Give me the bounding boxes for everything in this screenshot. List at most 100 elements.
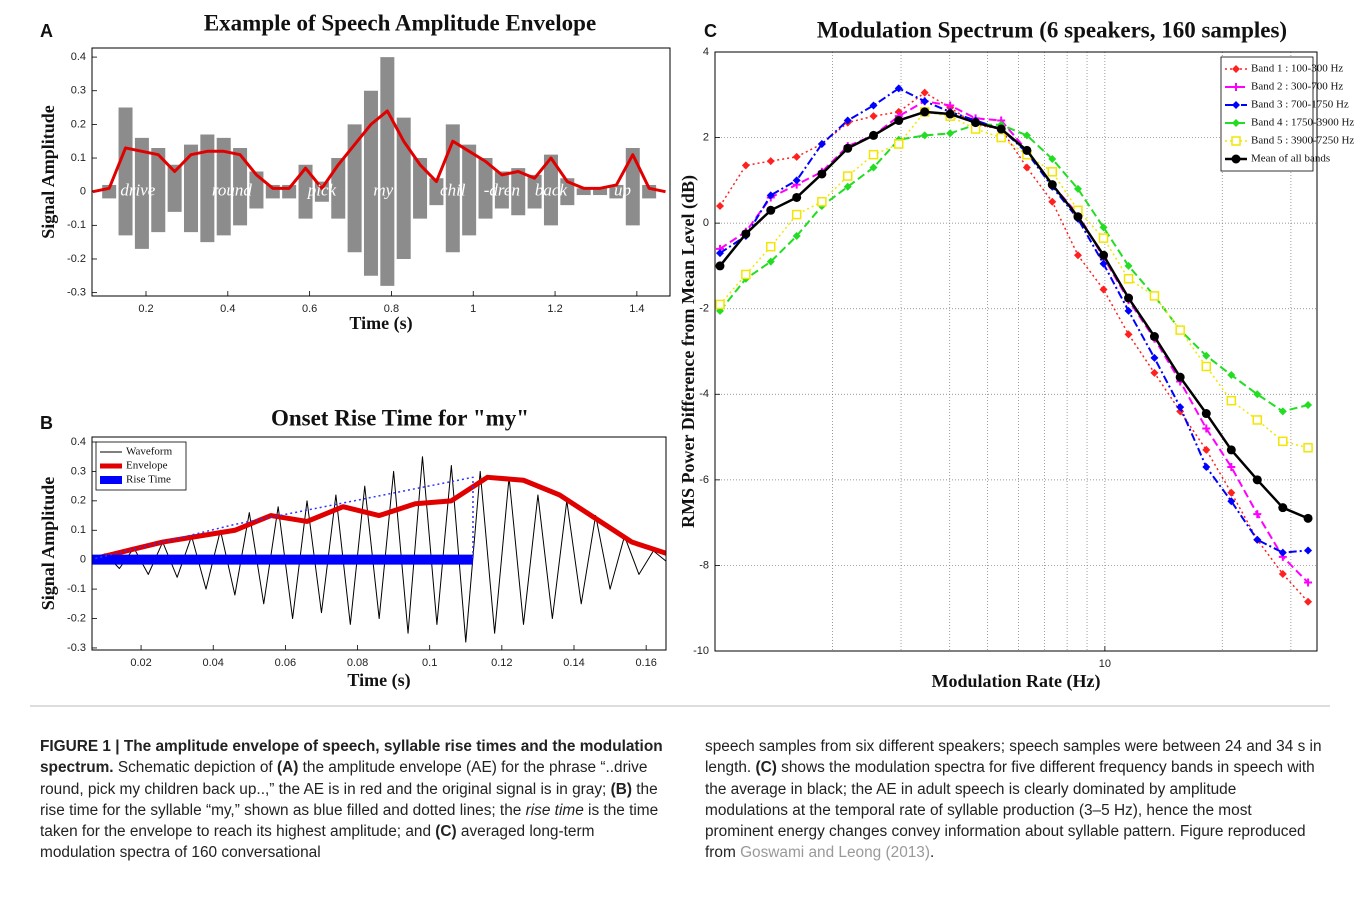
marker [1073, 251, 1082, 260]
x-tick-label: 0.08 [347, 657, 368, 669]
marker [741, 269, 751, 280]
caption-text: (C) [755, 759, 777, 777]
marker [1227, 488, 1236, 497]
marker [1253, 510, 1262, 519]
marker [843, 143, 853, 153]
marker [715, 299, 725, 310]
marker [1150, 368, 1159, 377]
x-tick-label: 0.6 [302, 303, 317, 315]
series-layer [715, 84, 1313, 606]
marker [1175, 325, 1185, 335]
series-line [92, 456, 666, 643]
x-tick-label: 0.04 [203, 657, 224, 669]
y-tick-label: 0.2 [71, 118, 86, 130]
marker [1226, 395, 1237, 406]
plot-area [715, 52, 1317, 651]
marker [920, 131, 929, 140]
y-tick-label: 0 [80, 554, 86, 566]
marker [792, 192, 802, 202]
y-tick-label: -0.1 [67, 583, 86, 595]
marker [920, 97, 929, 106]
x-tick-label: 1.4 [629, 303, 644, 315]
marker [869, 112, 878, 121]
marker [946, 129, 955, 138]
marker [843, 182, 852, 191]
marker [1304, 597, 1313, 606]
series-line [719, 110, 1309, 520]
caption-right: speech samples from six different speake… [705, 736, 1323, 864]
marker [1278, 503, 1288, 513]
plot-frame [714, 51, 1318, 652]
marker [869, 101, 878, 110]
marker [1022, 163, 1031, 172]
caption-text: rise time [525, 801, 584, 819]
legend-box [1220, 56, 1314, 172]
marker [715, 261, 725, 271]
marker [1048, 154, 1057, 163]
caption-text: (B) [610, 780, 632, 798]
y-tick-label: -8 [699, 559, 709, 571]
x-tick-label: 0.16 [635, 657, 656, 669]
marker [1098, 233, 1109, 243]
x-tick-label: 0.12 [491, 657, 512, 669]
x-tick-label: 0.2 [138, 303, 153, 315]
marker [1202, 351, 1211, 360]
marker [1123, 274, 1134, 284]
marker [1226, 445, 1236, 455]
y-tick-label: 2 [703, 131, 709, 143]
marker [1176, 403, 1185, 412]
marker [996, 132, 1006, 143]
marker [842, 171, 853, 181]
y-tick-label: 0 [703, 217, 709, 229]
marker [1232, 65, 1240, 73]
series-line [719, 91, 1309, 603]
marker [1022, 131, 1031, 140]
marker [894, 115, 904, 125]
y-axis-label: RMS Power Difference from Mean Level (dB… [678, 175, 699, 528]
caption-text: speech samples from six different speake… [705, 738, 1322, 777]
marker [996, 124, 1006, 134]
legend-label: Band 2 : 300-700 Hz [1251, 81, 1343, 93]
caption-left: FIGURE 1 | The amplitude envelope of spe… [40, 736, 668, 864]
marker [843, 116, 852, 125]
marker [1124, 306, 1133, 315]
marker [1047, 167, 1058, 177]
caption-link[interactable]: Goswami and Leong (2013) [740, 844, 930, 862]
marker [1278, 569, 1287, 578]
marker [920, 107, 930, 117]
syllable-label: pick [307, 181, 337, 200]
marker [1022, 145, 1032, 155]
panel-letter: C [704, 21, 717, 41]
marker [817, 169, 827, 179]
x-tick-label: 0.8 [384, 303, 399, 315]
marker [1231, 136, 1241, 146]
marker [1202, 445, 1211, 454]
x-tick-label: 0.14 [563, 657, 584, 669]
syllable-label: up [614, 181, 631, 200]
caption-text: the rise time for the syllable “my,” sho… [40, 780, 658, 819]
caption-text: averaged long-term modulation spectra of… [40, 823, 595, 862]
marker [1202, 463, 1211, 472]
panel-letter: B [40, 413, 53, 433]
series-layer [92, 456, 666, 643]
series-layer [92, 57, 666, 286]
marker [1253, 535, 1262, 544]
marker [1253, 390, 1262, 399]
y-tick-label: 0.1 [71, 152, 86, 164]
caption-text: . [930, 844, 935, 862]
marker [1227, 497, 1236, 506]
marker [766, 257, 775, 266]
marker [1231, 154, 1241, 164]
plot-frame [91, 436, 667, 651]
marker [1073, 212, 1083, 222]
marker [791, 209, 802, 220]
legend-label: Waveform [126, 446, 173, 458]
marker [869, 130, 879, 140]
marker [1099, 223, 1108, 232]
panel-letter: A [40, 21, 53, 41]
marker [920, 88, 929, 97]
marker [766, 241, 776, 252]
legend-label: Band 4 : 1750-3900 Hz [1251, 117, 1354, 129]
y-tick-label: -0.3 [67, 287, 86, 299]
legend-label: Rise Time [126, 474, 171, 486]
